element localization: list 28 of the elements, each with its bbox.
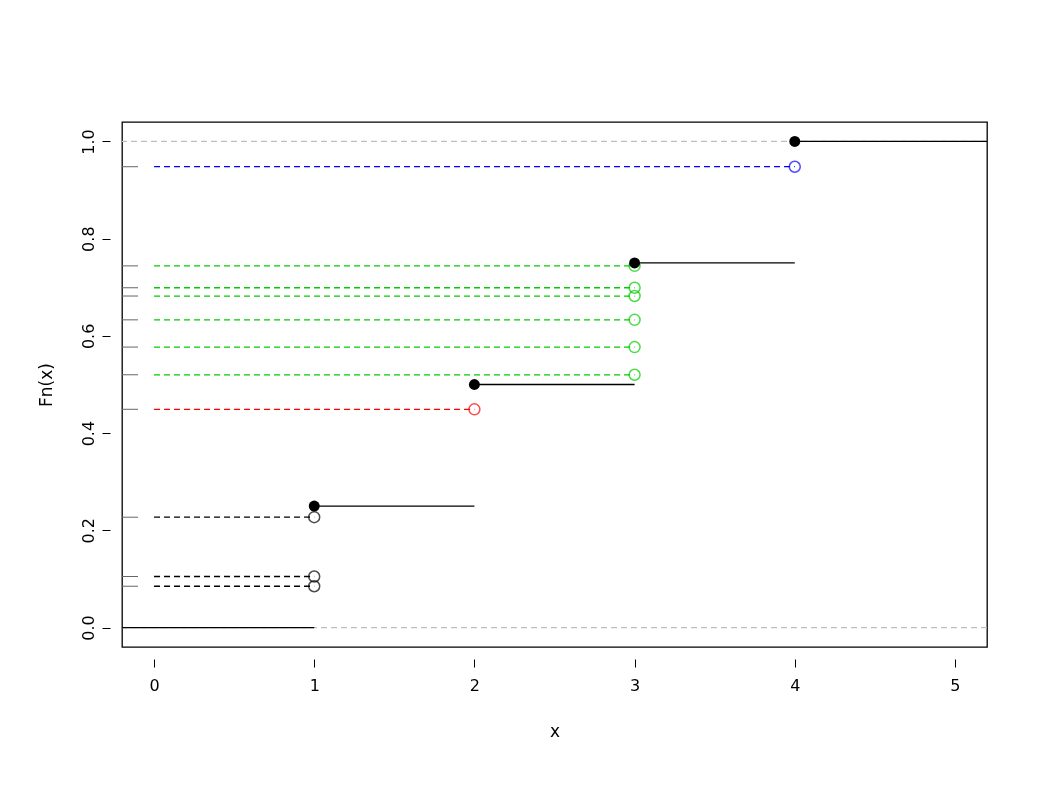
point bbox=[308, 580, 321, 593]
point bbox=[628, 340, 641, 354]
x-tick-label: 4 bbox=[790, 675, 801, 695]
y-axis-title: Fn(x) bbox=[35, 363, 56, 407]
point bbox=[308, 510, 321, 524]
point bbox=[468, 403, 481, 416]
y-tick-label: 0.2 bbox=[78, 518, 98, 544]
x-tick-label: 0 bbox=[149, 675, 160, 695]
x-axis-title: x bbox=[549, 720, 561, 741]
x-tick-label: 1 bbox=[309, 675, 320, 695]
point bbox=[468, 379, 480, 390]
y-tick-label: 0.4 bbox=[78, 420, 98, 447]
y-tick-label: 0.0 bbox=[78, 615, 98, 641]
y-tick-label: 0.6 bbox=[78, 323, 98, 350]
point bbox=[628, 281, 641, 294]
x-tick-label: 2 bbox=[469, 675, 480, 695]
point bbox=[629, 257, 641, 269]
x-tick-label: 5 bbox=[950, 675, 961, 695]
point bbox=[789, 135, 801, 147]
y-tick-label: 1.0 bbox=[78, 129, 98, 155]
x-tick-label: 3 bbox=[630, 675, 641, 695]
point bbox=[308, 570, 321, 583]
point bbox=[788, 160, 801, 173]
point bbox=[628, 368, 641, 381]
point bbox=[628, 289, 641, 303]
y-tick-label: 0.8 bbox=[78, 226, 98, 252]
point bbox=[628, 313, 641, 327]
point bbox=[308, 500, 320, 512]
